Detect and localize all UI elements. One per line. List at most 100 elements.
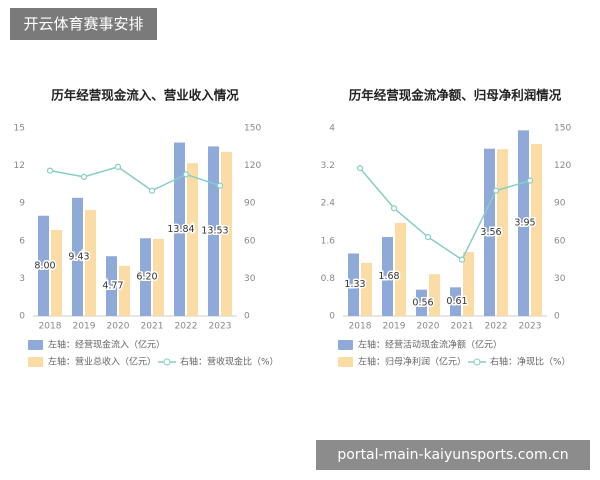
bar <box>51 230 62 316</box>
y2-tick-label: 0 <box>244 312 250 322</box>
x-tick-label: 2022 <box>175 322 198 332</box>
legend-label: 左轴：经营活动现金流净额（亿元） <box>358 339 502 351</box>
y2-tick-label: 90 <box>554 199 566 209</box>
legend-label: 左轴：归母净利润（亿元） <box>358 356 466 368</box>
value-label: 6.20 <box>136 272 157 283</box>
x-tick-label: 2021 <box>141 322 164 332</box>
bar <box>38 215 49 316</box>
y2-tick-label: 120 <box>554 161 571 171</box>
x-tick-label: 2020 <box>107 322 130 332</box>
bar <box>348 253 359 316</box>
bar <box>416 289 427 316</box>
y-tick-label: 3 <box>19 274 25 284</box>
value-label: 3.95 <box>514 218 535 229</box>
bar <box>429 274 440 316</box>
value-label: 1.33 <box>344 279 365 290</box>
x-tick-label: 2021 <box>451 322 474 332</box>
y2-tick-label: 60 <box>244 236 256 246</box>
line-point <box>390 205 398 212</box>
y-tick-label: 15 <box>14 124 25 134</box>
y-tick-label: 4 <box>329 124 335 134</box>
legend-swatch <box>338 340 353 350</box>
y2-tick-label: 60 <box>554 236 566 246</box>
bar <box>395 222 406 316</box>
line-point <box>182 171 190 178</box>
legend-label: 左轴：营业总收入（亿元） <box>48 356 156 368</box>
value-label: 13.84 <box>167 224 194 235</box>
legend-swatch <box>163 358 171 366</box>
value-label: 4.77 <box>102 281 123 292</box>
bar <box>450 287 461 316</box>
line-point <box>424 233 432 241</box>
bar <box>153 238 164 316</box>
line-point <box>46 167 54 174</box>
value-label: 0.56 <box>412 297 433 308</box>
y2-tick-label: 150 <box>244 124 261 134</box>
banner: 开云体育赛事安排 <box>10 8 157 40</box>
legend-swatch <box>28 357 43 367</box>
y-tick-label: 1.6 <box>321 236 336 246</box>
y2-tick-label: 30 <box>554 274 566 284</box>
legend-label: 右轴：净现比（%） <box>490 356 571 368</box>
y2-tick-label: 0 <box>554 312 560 322</box>
y-tick-label: 0.8 <box>321 274 336 284</box>
line-point <box>526 177 534 184</box>
x-tick-label: 2023 <box>209 322 232 332</box>
bar <box>361 262 372 316</box>
watermark: portal-main-kaiyunsports.com.cn <box>316 440 590 470</box>
bar <box>221 151 232 316</box>
y-tick-label: 3.2 <box>321 161 335 171</box>
y2-tick-label: 150 <box>554 124 571 134</box>
x-tick-label: 2019 <box>383 322 406 332</box>
line-point <box>148 187 156 194</box>
legend-label: 左轴：经营现金流入（亿元） <box>48 339 165 351</box>
x-tick-label: 2019 <box>73 322 96 332</box>
value-label: 3.56 <box>480 227 501 238</box>
bar <box>85 209 96 316</box>
bar <box>119 265 130 316</box>
y-tick-label: 0 <box>19 312 25 322</box>
y-tick-label: 0 <box>329 312 335 322</box>
bar <box>208 146 219 316</box>
line <box>49 166 221 192</box>
x-tick-label: 2018 <box>349 322 372 332</box>
y-tick-label: 6 <box>19 236 25 246</box>
x-tick-label: 2022 <box>485 322 508 332</box>
value-label: 1.68 <box>378 271 399 282</box>
chart-title: 历年经营现金流入、营业收入情况 <box>51 88 239 103</box>
bar <box>72 197 83 316</box>
legend-swatch <box>338 357 353 367</box>
y2-tick-label: 120 <box>244 161 261 171</box>
legend-label: 右轴：营收现金比（%） <box>180 356 279 368</box>
line-point <box>216 182 224 189</box>
line-point <box>492 187 500 194</box>
value-label: 0.61 <box>446 296 467 307</box>
value-label: 8.00 <box>34 260 55 271</box>
value-label: 13.53 <box>201 226 228 237</box>
chart-title: 历年经营现金流净额、归母净利润情况 <box>349 88 562 103</box>
legend-swatch <box>473 358 481 366</box>
line-point <box>458 256 466 263</box>
y-tick-label: 12 <box>14 161 25 171</box>
x-tick-label: 2023 <box>519 322 542 332</box>
x-tick-label: 2018 <box>39 322 62 332</box>
bar <box>187 163 198 316</box>
line-point <box>80 173 88 180</box>
y2-tick-label: 30 <box>244 274 256 284</box>
x-tick-label: 2020 <box>417 322 440 332</box>
y-tick-label: 9 <box>19 199 25 209</box>
bar <box>463 252 474 316</box>
line-point <box>356 165 364 172</box>
bar <box>518 130 529 316</box>
bar <box>484 148 495 316</box>
line-point <box>114 163 122 170</box>
bar <box>497 149 508 316</box>
value-label: 9.43 <box>68 251 89 262</box>
bar <box>531 143 542 316</box>
line <box>359 167 531 261</box>
bar <box>106 256 117 316</box>
bar <box>382 237 393 316</box>
bar <box>174 142 185 316</box>
